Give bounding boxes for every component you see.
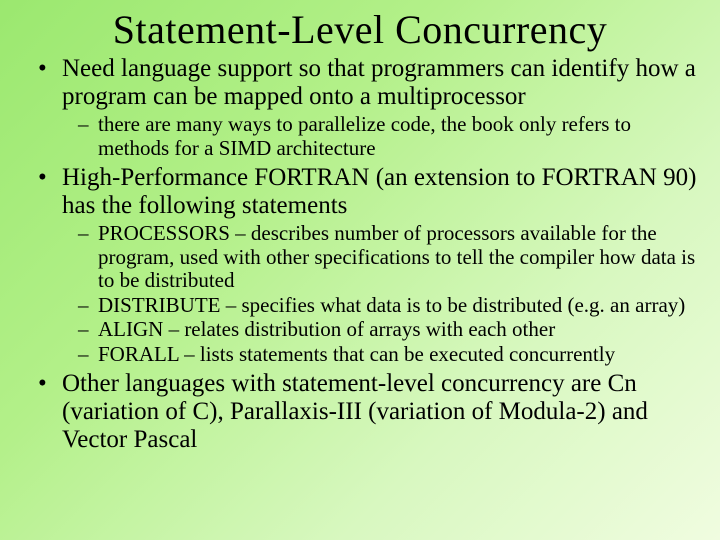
slide-title: Statement-Level Concurrency (20, 6, 700, 53)
sub-bullet-text: there are many ways to parallelize code,… (98, 112, 631, 160)
sub-bullet-item: PROCESSORS – describes number of process… (80, 222, 700, 293)
sub-bullet-text: PROCESSORS – describes number of process… (98, 221, 695, 292)
sub-bullet-item: DISTRIBUTE – specifies what data is to b… (80, 294, 700, 318)
bullet-item: Other languages with statement-level con… (44, 370, 700, 454)
sub-bullet-item: there are many ways to parallelize code,… (80, 113, 700, 160)
bullet-list: Need language support so that programmer… (20, 55, 700, 454)
sub-bullet-text: ALIGN – relates distribution of arrays w… (98, 317, 555, 341)
sub-bullet-list: PROCESSORS – describes number of process… (62, 222, 700, 366)
bullet-item: High-Performance FORTRAN (an extension t… (44, 164, 700, 366)
bullet-item: Need language support so that programmer… (44, 55, 700, 160)
bullet-text: High-Performance FORTRAN (an extension t… (62, 164, 696, 219)
sub-bullet-text: DISTRIBUTE – specifies what data is to b… (98, 293, 685, 317)
sub-bullet-item: ALIGN – relates distribution of arrays w… (80, 318, 700, 342)
sub-bullet-list: there are many ways to parallelize code,… (62, 113, 700, 160)
sub-bullet-item: FORALL – lists statements that can be ex… (80, 343, 700, 367)
sub-bullet-text: FORALL – lists statements that can be ex… (98, 342, 615, 366)
bullet-text: Other languages with statement-level con… (62, 370, 648, 453)
bullet-text: Need language support so that programmer… (62, 55, 696, 110)
